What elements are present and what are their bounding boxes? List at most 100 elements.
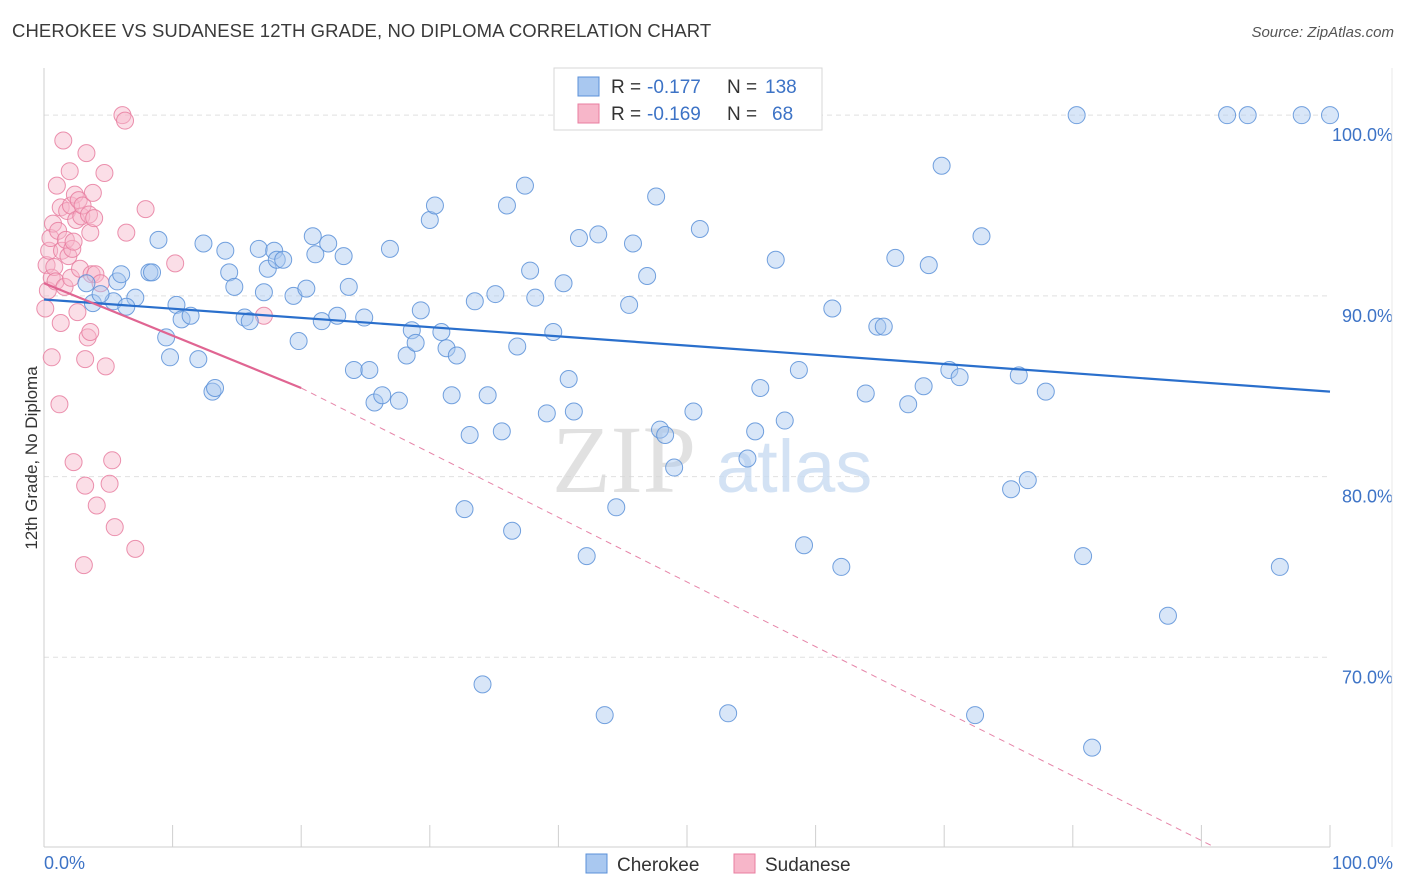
cherokee-point [194,234,213,253]
sudanese-point [105,518,124,537]
watermark-atlas: atlas [716,425,872,508]
sudanese-point [54,131,73,150]
cherokee-point [432,323,451,342]
cherokee-point [334,247,353,266]
sudanese-point [116,111,135,130]
cherokee-point [289,332,308,351]
sudanese-point [68,303,87,322]
sudanese-point [49,221,68,240]
cherokee-point [1321,106,1339,125]
cherokee-point [312,312,331,331]
cherokee-point [373,386,392,405]
cherokee-point [465,292,484,311]
n-value: 68 [772,104,793,125]
cherokee-point [508,337,527,356]
cherokee-point [254,283,273,302]
cherokee-point [719,704,738,723]
cherokee-point [751,379,770,398]
cherokee-point [656,426,675,445]
chart-title: CHEROKEE VS SUDANESE 12TH GRADE, NO DIPL… [12,20,712,41]
sudanese-point [82,265,101,284]
cherokee-point [665,458,684,477]
legend-swatch-sudanese [733,853,756,874]
cherokee-point [380,239,399,258]
cherokee-point [306,245,325,264]
cherokee-point [1158,606,1177,625]
stats-legend: R = -0.177 N = 138 R = -0.169 N = 68 [553,67,823,131]
cherokee-point [389,391,408,410]
cherokee-point [1083,738,1102,757]
sudanese-point [73,196,92,215]
cherokee-point [1270,557,1289,576]
cherokee-point [442,386,461,405]
cherokee-point [1218,106,1237,125]
cherokee-point [1292,106,1311,125]
y-tick-label: 80.0% [1342,487,1393,507]
legend-label-sudanese: Sudanese [765,855,851,876]
cherokee-point [497,196,516,215]
cherokee-point [738,449,757,468]
sudanese-point [80,205,99,224]
sudanese-point [100,474,119,493]
cherokee-point [216,241,235,260]
sudanese-trend-extension [300,387,1215,848]
sudanese-point [166,254,185,273]
cherokee-point [914,377,933,396]
legend-swatch-cherokee [585,853,608,874]
cherokee-point [950,368,969,387]
cherokee-point [303,227,322,246]
cherokee-point [899,395,918,414]
y-tick-label: 100.0% [1332,125,1393,145]
cherokee-point [274,250,293,269]
n-label: N = [727,77,757,98]
sudanese-point [64,453,83,472]
cherokee-point [455,500,474,519]
cherokee-point [966,706,985,725]
r-value: -0.169 [647,104,701,125]
cherokee-point [181,306,200,325]
cherokee-point [339,277,358,296]
cherokee-point [1074,547,1093,566]
cherokee-point [297,279,316,298]
sudanese-point [136,200,155,219]
cherokee-point [620,295,639,314]
cherokee-point [577,547,596,566]
series-legend: Cherokee Sudanese [585,853,851,876]
sudanese-point [83,183,102,202]
cherokee-point [1036,382,1055,401]
cherokee-point [258,259,277,278]
sudanese-point [60,162,79,181]
cherokee-point [365,393,384,412]
cherokee-point [775,411,794,430]
sudanese-point [76,476,95,495]
cherokee-point [554,274,573,293]
cherokee-point [149,230,168,249]
cherokee-point [690,220,709,239]
cherokee-points [77,106,1339,757]
sudanese-point [42,348,61,367]
y-axis-label: 12th Grade, No Diploma [22,366,41,550]
cherokee-point [1002,480,1021,499]
cherokee-point [544,323,563,342]
cherokee-point [220,263,239,282]
cherokee-point [886,248,905,267]
cherokee-point [112,265,131,284]
trend-lines [43,282,1331,848]
sudanese-point [86,265,105,284]
y-tick-label: 90.0% [1342,306,1393,326]
cherokee-point [684,402,703,421]
sudanese-point [103,451,122,470]
cherokee-point [486,285,505,304]
sudanese-point [55,277,74,296]
cherokee-point [492,422,511,441]
sudanese-point [117,223,136,242]
sudanese-point [87,496,106,515]
sudanese-trend-line [43,282,302,390]
cherokee-point [344,360,363,379]
cherokee-point [515,176,534,195]
sudanese-point [64,232,83,251]
cherokee-point [795,536,814,555]
cherokee-point [411,301,430,320]
cherokee-point [638,266,657,285]
x-tick-label: 100.0% [1332,853,1393,873]
